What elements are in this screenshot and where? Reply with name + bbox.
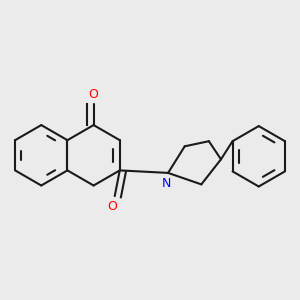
Text: N: N (162, 177, 172, 190)
Text: O: O (89, 88, 98, 101)
Text: O: O (107, 200, 117, 213)
